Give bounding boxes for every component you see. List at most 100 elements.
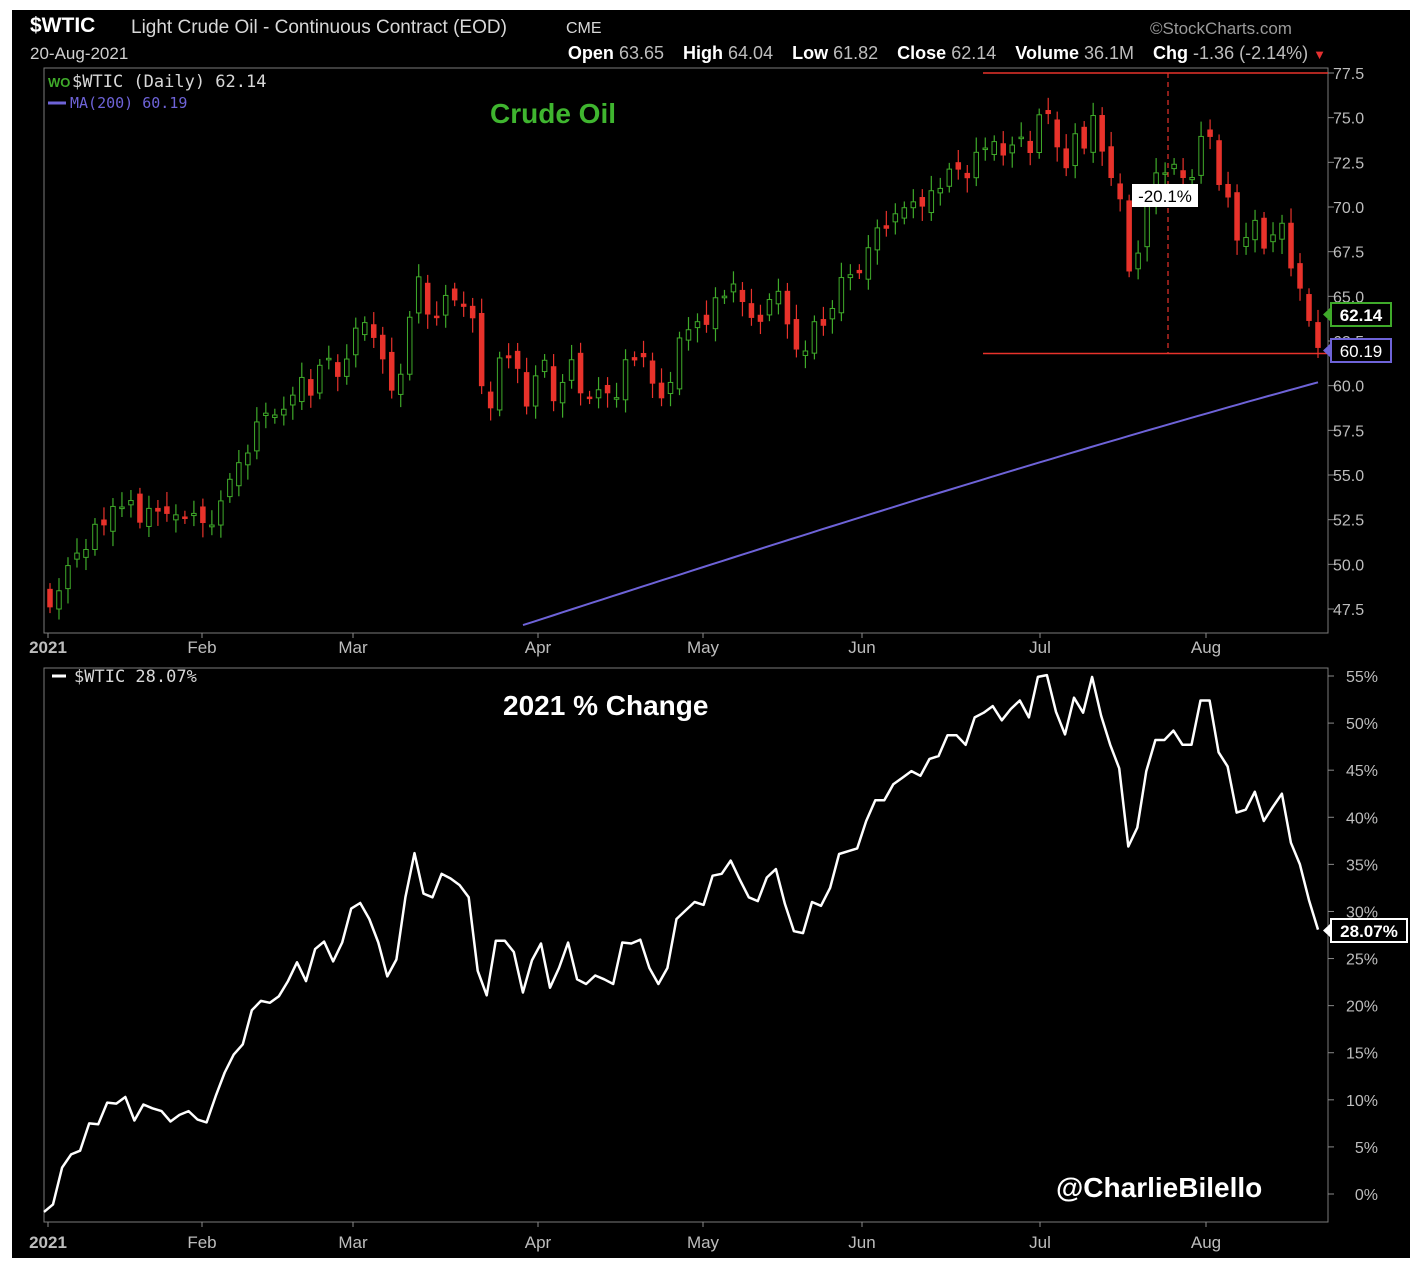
candle <box>1198 135 1204 176</box>
y-tick-label: 70.0 <box>1333 200 1364 217</box>
y-tick-label: 45% <box>1346 763 1378 780</box>
candle <box>919 197 926 207</box>
x-tick-label: Apr <box>525 638 552 657</box>
stat-low-value: 61.82 <box>833 43 879 63</box>
bottom-axis: 0% 5% 10% 15% 20% 25% 30% 35% 40% 45% 50% 55% 2021 Fe… <box>29 667 1378 1252</box>
candle <box>532 375 539 407</box>
top-plot-border <box>43 67 1329 634</box>
x-tick-label: Jul <box>1029 638 1051 657</box>
y-tick-label: 55% <box>1346 669 1378 686</box>
candle <box>155 507 161 512</box>
top-heading: Crude Oil <box>490 98 616 129</box>
candle <box>775 290 782 305</box>
candle <box>128 500 134 506</box>
stat-open-label: Open <box>567 43 614 63</box>
candle <box>631 357 638 361</box>
candle <box>326 357 332 361</box>
y-tick-label: 40% <box>1346 810 1378 827</box>
candle <box>874 227 881 251</box>
candle <box>1216 140 1222 185</box>
candle <box>272 414 278 418</box>
y-tick-label: 47.5 <box>1333 602 1364 619</box>
candle <box>344 358 350 377</box>
candle <box>137 493 143 523</box>
candle <box>1135 252 1141 270</box>
candle <box>236 462 242 487</box>
candle <box>1171 163 1177 170</box>
candle <box>568 359 575 381</box>
x-tick-label: Aug <box>1191 638 1221 657</box>
candle <box>1207 129 1213 137</box>
y-tick-label: 25% <box>1346 952 1378 969</box>
last-price-tag: 62.14 <box>1340 306 1383 325</box>
last-price-tag-pointer <box>1323 307 1331 322</box>
instrument-title: Light Crude Oil - Continuous Contract (E… <box>131 17 507 38</box>
bottom-heading: 2021 % Change <box>503 690 708 721</box>
candle <box>191 512 197 517</box>
down-arrow-icon: ▼ <box>1313 47 1326 62</box>
stat-close-label: Close <box>897 43 947 63</box>
candle <box>964 172 971 179</box>
candle <box>649 360 656 384</box>
candle <box>694 321 701 329</box>
candle <box>973 151 980 179</box>
stat-close-value: 62.14 <box>951 43 997 63</box>
candle <box>1189 177 1195 181</box>
stat-low-label: Low <box>792 43 829 63</box>
candle <box>703 314 710 325</box>
y-tick-label: 50.0 <box>1333 557 1364 574</box>
candle <box>451 288 458 301</box>
candle <box>1063 148 1069 169</box>
candle <box>883 225 890 229</box>
candle <box>838 277 845 314</box>
candle <box>173 514 179 521</box>
candle <box>335 362 341 377</box>
candle <box>946 168 953 187</box>
candle <box>613 397 620 400</box>
candle <box>739 289 746 303</box>
candle <box>379 334 386 360</box>
candle <box>1315 322 1321 348</box>
candle <box>65 565 71 590</box>
stat-high-label: High <box>683 43 724 63</box>
ma-tag-pointer <box>1323 343 1331 358</box>
candle <box>478 312 485 387</box>
y-tick-label: 67.5 <box>1333 245 1364 262</box>
candle <box>209 524 215 528</box>
candles: -20.1% 62.14 60.19 <box>47 72 1392 627</box>
candle <box>281 408 287 416</box>
candle <box>829 307 836 320</box>
candle <box>1099 115 1105 152</box>
candle <box>1009 144 1015 154</box>
candle <box>991 141 998 155</box>
drawdown-label-box <box>1132 184 1198 207</box>
y-tick-label: 5% <box>1355 1140 1378 1157</box>
candle <box>317 364 323 394</box>
candle <box>47 588 53 608</box>
stat-chg-label: Chg <box>1153 43 1189 63</box>
candle <box>263 412 269 417</box>
candle <box>640 353 647 358</box>
candle <box>92 523 98 551</box>
candle <box>1270 234 1276 243</box>
x-tick-label: May <box>687 638 720 657</box>
pct-tag-pointer <box>1323 923 1331 938</box>
candle <box>505 355 512 359</box>
candle <box>910 201 917 209</box>
pct-tag: 28.07% <box>1340 922 1398 941</box>
candle <box>290 394 296 406</box>
candle <box>1027 140 1033 154</box>
drawdown-label: -20.1% <box>1138 187 1192 206</box>
x-tick-label: Mar <box>338 638 368 657</box>
candle <box>1306 294 1312 321</box>
x-tick-label: Apr <box>525 1233 552 1252</box>
candle <box>1162 172 1168 175</box>
candle <box>119 506 125 510</box>
candle <box>901 207 908 219</box>
candle <box>811 321 818 354</box>
pct-line: 28.07% <box>43 673 1408 1213</box>
candle <box>1000 143 1006 156</box>
y-tick-label: 60.0 <box>1333 379 1364 396</box>
candle <box>676 337 683 390</box>
candle <box>766 299 773 316</box>
